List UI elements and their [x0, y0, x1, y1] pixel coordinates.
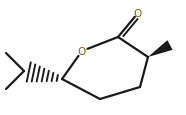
- Text: O: O: [78, 47, 86, 56]
- Polygon shape: [148, 41, 173, 58]
- Text: O: O: [134, 9, 142, 19]
